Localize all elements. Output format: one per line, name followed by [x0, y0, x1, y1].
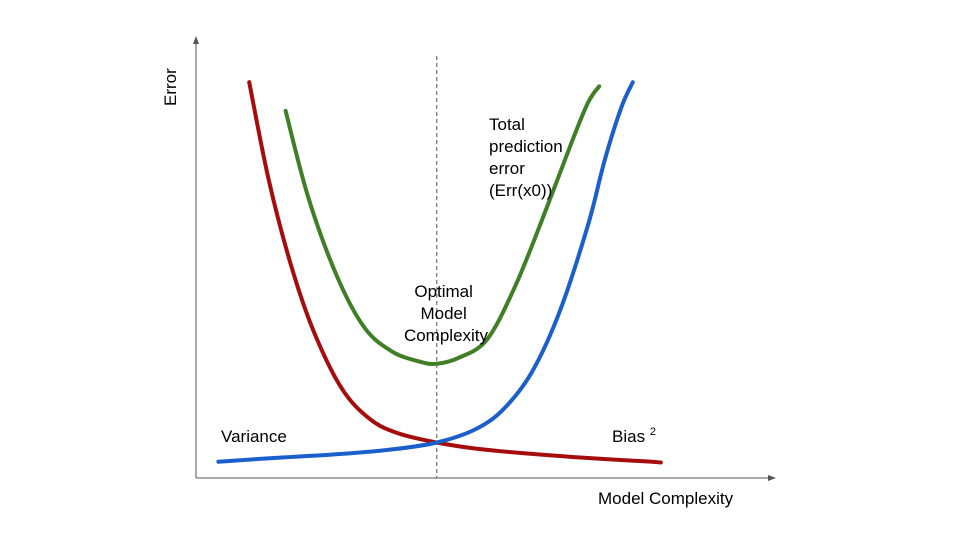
optimal-annotation-line-2: Model: [420, 304, 466, 323]
total-error-line-3: error: [489, 159, 525, 178]
total-error-annotation: Total prediction error (Err(x0)): [489, 115, 567, 200]
y-axis-title: Error: [161, 68, 180, 106]
optimal-annotation-line-1: Optimal: [414, 282, 473, 301]
bias-label-superscript: 2: [650, 426, 656, 438]
bias-squared-curve: [216, 80, 635, 464]
total-error-line-1: Total: [489, 115, 525, 134]
total-error-curve: [283, 84, 602, 367]
variance-curve: [247, 80, 663, 465]
x-axis-title: Model Complexity: [598, 489, 734, 508]
series-layer: [216, 80, 663, 465]
total-error-line-2: prediction: [489, 137, 563, 156]
bias-label: Bias 2: [612, 426, 656, 446]
variance-label: Variance: [221, 427, 287, 446]
optimal-annotation: Optimal Model Complexity: [404, 282, 489, 345]
optimal-annotation-line-3: Complexity: [404, 326, 489, 345]
bias-label-text: Bias: [612, 427, 645, 446]
total-error-line-4: (Err(x0)): [489, 181, 552, 200]
